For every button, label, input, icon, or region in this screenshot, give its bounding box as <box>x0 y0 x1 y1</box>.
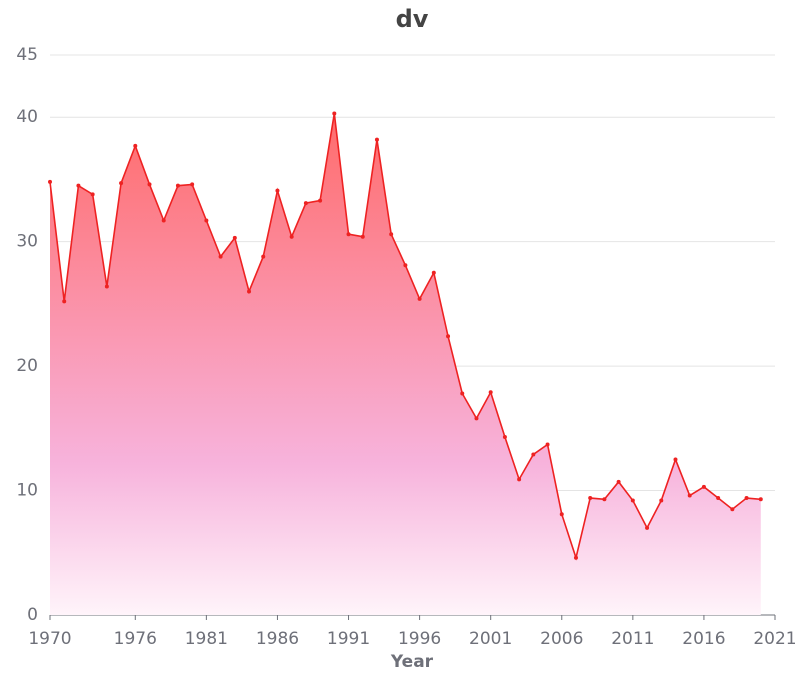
point <box>218 254 223 259</box>
x-tick-label: 1981 <box>185 629 228 649</box>
point <box>190 182 195 187</box>
x-tick-label: 2001 <box>469 629 512 649</box>
point <box>531 452 536 457</box>
point <box>517 477 522 482</box>
point <box>62 299 67 304</box>
point <box>247 289 252 294</box>
point <box>232 235 237 240</box>
point <box>602 497 607 502</box>
point <box>303 201 308 206</box>
point <box>289 234 294 239</box>
point <box>758 497 763 502</box>
point <box>389 232 394 237</box>
point <box>346 232 351 237</box>
point <box>417 296 422 301</box>
point <box>147 182 152 187</box>
x-tick-label: 2006 <box>540 629 583 649</box>
point <box>559 512 564 517</box>
x-tick-label: 2011 <box>611 629 654 649</box>
point <box>76 183 81 188</box>
x-tick-label: 2021 <box>753 629 796 649</box>
point <box>673 457 678 462</box>
point <box>701 484 706 489</box>
point <box>133 143 138 148</box>
point <box>318 198 323 203</box>
point <box>204 218 209 223</box>
y-tick-label: 10 <box>16 481 38 501</box>
x-tick-label: 2016 <box>682 629 725 649</box>
point <box>360 234 365 239</box>
y-tick-label: 20 <box>16 356 38 376</box>
area-fill <box>50 113 761 615</box>
point <box>474 416 479 421</box>
point <box>119 181 124 186</box>
point <box>275 188 280 193</box>
point <box>545 442 550 447</box>
point <box>616 479 621 484</box>
point <box>175 183 180 188</box>
point <box>588 496 593 501</box>
point <box>502 435 507 440</box>
chart-title: dv <box>396 5 429 33</box>
point <box>744 496 749 501</box>
point <box>446 334 451 339</box>
point <box>716 496 721 501</box>
point <box>90 192 95 197</box>
y-tick-label: 0 <box>27 605 38 625</box>
x-tick-label: 1970 <box>28 629 71 649</box>
point <box>645 525 650 530</box>
point <box>374 137 379 142</box>
point <box>104 284 109 289</box>
point <box>730 507 735 512</box>
x-tick-label: 1976 <box>114 629 157 649</box>
point <box>687 493 692 498</box>
point <box>161 218 166 223</box>
point <box>48 179 52 184</box>
x-tick-label: 1986 <box>256 629 299 649</box>
point <box>573 555 578 560</box>
point <box>630 498 635 503</box>
point <box>488 390 493 395</box>
point <box>403 263 408 268</box>
x-axis-label: Year <box>390 652 434 672</box>
point <box>332 111 337 116</box>
point <box>431 270 436 275</box>
x-tick-label: 1996 <box>398 629 441 649</box>
x-tick-label: 1991 <box>327 629 370 649</box>
y-tick-label: 45 <box>16 45 38 65</box>
y-tick-label: 40 <box>16 107 38 127</box>
point <box>261 254 266 259</box>
point <box>659 498 664 503</box>
y-tick-label: 30 <box>16 232 38 252</box>
point <box>460 391 465 396</box>
